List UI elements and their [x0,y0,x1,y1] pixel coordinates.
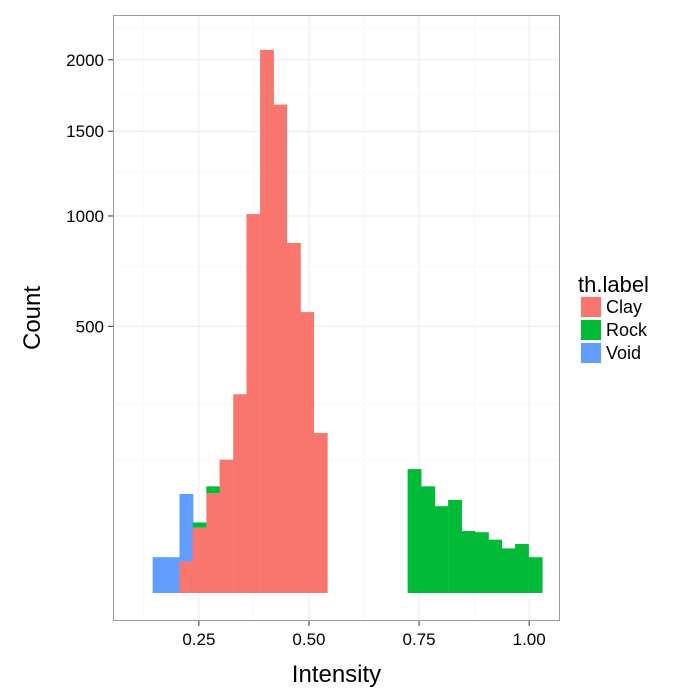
bar-clay [260,49,274,594]
legend-label-clay: Clay [606,297,642,317]
legend-label-rock: Rock [606,320,648,340]
bar-rock [501,548,516,593]
legend-swatch-clay [581,297,601,317]
bar-rock [475,532,489,593]
plot-border [113,15,560,621]
bar-rock [515,543,529,593]
y-axis: 500 1000 1500 2000 [66,51,113,336]
legend-swatch-rock [581,320,601,340]
y-tick-label: 500 [76,317,104,336]
bar-clay [206,493,221,593]
bar-void [179,493,194,562]
bar-clay [313,433,328,593]
bar-clay [286,242,301,593]
x-axis-title: Intensity [292,661,381,688]
bar-rock [407,469,422,593]
x-tick-label: 0.25 [182,630,215,649]
legend-title: th.label [578,272,649,297]
bar-rock [206,486,221,494]
bar-clay [273,104,288,593]
bar-clay [233,394,248,593]
y-tick-label: 1500 [66,122,104,141]
bar-clay [179,561,194,593]
legend-label-void: Void [606,343,641,363]
y-tick-label: 1000 [66,207,104,226]
histogram-bars [152,49,543,594]
bar-rock [192,522,207,528]
grid-lines [113,15,560,621]
x-axis: 0.25 0.50 0.75 1.00 [182,621,546,649]
legend-swatch-void [581,343,601,363]
bar-rock [421,486,436,593]
bar-rock [448,499,462,593]
bar-void [152,557,167,593]
y-axis-title: Count [19,286,46,350]
legend: th.label Clay Rock Void [578,272,649,365]
bar-clay [219,459,234,593]
x-tick-label: 1.00 [513,630,546,649]
bar-rock [434,506,449,593]
bar-clay [300,312,314,593]
bar-rock [461,531,476,593]
bar-clay [192,527,207,593]
bar-rock [488,539,503,593]
x-tick-label: 0.50 [292,630,325,649]
x-tick-label: 0.75 [403,630,436,649]
y-tick-label: 2000 [66,51,104,70]
bar-void [165,557,180,593]
bar-clay [246,214,261,593]
bar-rock [528,557,543,593]
